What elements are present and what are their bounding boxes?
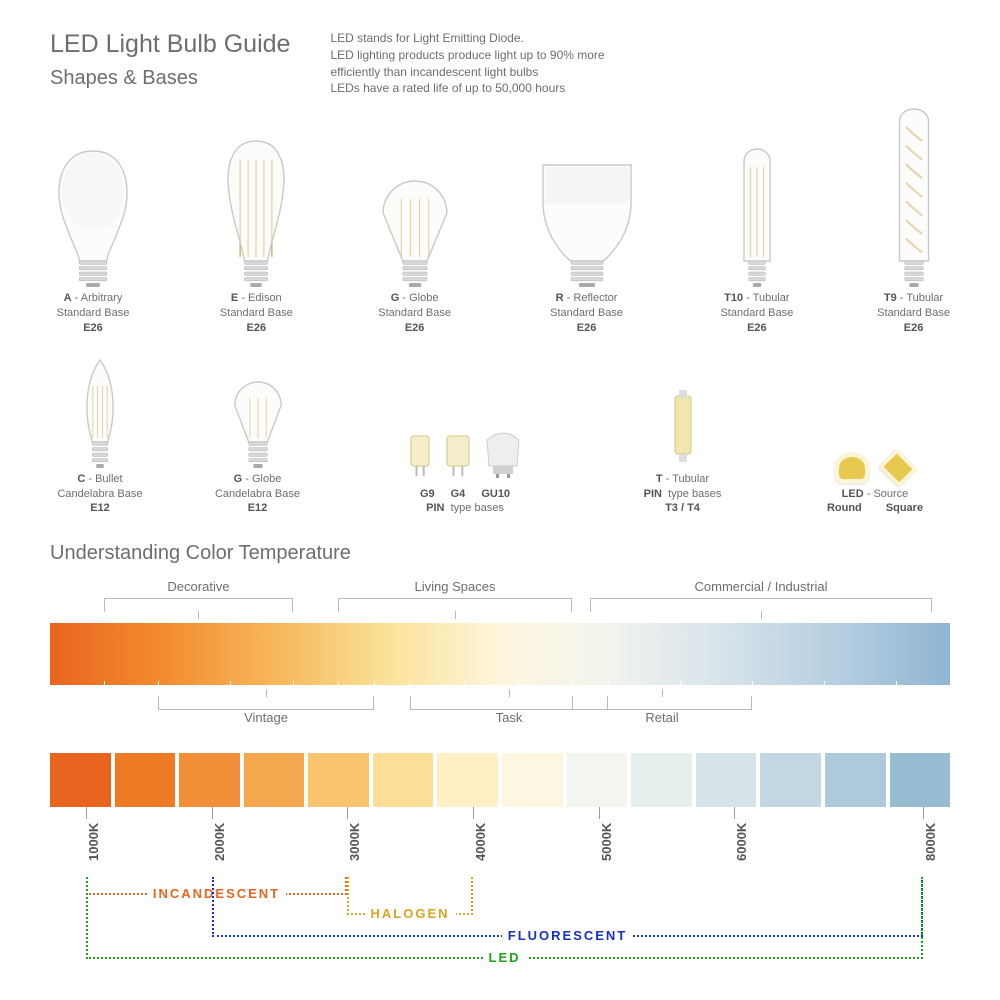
tech-ranges: INCANDESCENTHALOGENFLUORESCENTLED bbox=[50, 877, 950, 977]
led-round-icon bbox=[835, 453, 869, 483]
swatch bbox=[244, 753, 305, 807]
kelvin-label: 1000K bbox=[86, 823, 101, 861]
bulb-label: E - EdisonStandard BaseE26 bbox=[220, 291, 293, 336]
led-square-icon bbox=[879, 448, 917, 486]
bulb-icon bbox=[220, 137, 292, 287]
bulb-label: R - ReflectorStandard BaseE26 bbox=[550, 291, 623, 336]
tech-range: LED bbox=[86, 877, 923, 959]
bulb-label: T10 - TubularStandard BaseE26 bbox=[720, 291, 793, 336]
swatch bbox=[825, 753, 886, 807]
swatch bbox=[437, 753, 498, 807]
kelvin-row: 1000K 2000K 3000K 4000K 5000K 6000K 8000K bbox=[50, 813, 950, 873]
bulb-item: G - GlobeCandelabra BaseE12 bbox=[208, 354, 308, 517]
header: LED Light Bulb Guide Shapes & Bases LED … bbox=[50, 30, 950, 97]
bulb-label: G - GlobeStandard BaseE26 bbox=[378, 291, 451, 336]
kelvin-label: 5000K bbox=[599, 823, 614, 861]
swatch bbox=[50, 753, 111, 807]
gradient-bar bbox=[50, 623, 950, 685]
t-tubular: T - TubularPIN type basesT3 / T4 bbox=[623, 354, 743, 517]
bracket-label: Decorative bbox=[104, 579, 293, 619]
bulb-icon bbox=[229, 378, 287, 468]
bulb-icon bbox=[537, 157, 637, 287]
bulb-icon bbox=[50, 147, 136, 287]
bulb-item: E - EdisonStandard BaseE26 bbox=[220, 105, 293, 336]
top-brackets: Decorative Living Spaces Commercial / Indu… bbox=[50, 579, 950, 623]
bracket-label: Living Spaces bbox=[338, 579, 572, 619]
bulb-item: T9 - TubularStandard BaseE26 bbox=[877, 105, 950, 336]
bulb-icon bbox=[885, 107, 943, 287]
bulb-icon bbox=[76, 358, 124, 468]
description: LED stands for Light Emitting Diode.LED … bbox=[330, 30, 610, 97]
swatch bbox=[567, 753, 628, 807]
bulb-item: R - ReflectorStandard BaseE26 bbox=[537, 105, 637, 336]
kelvin-label: 2000K bbox=[212, 823, 227, 861]
bracket-label: Commercial / Industrial bbox=[590, 579, 932, 619]
kelvin-label: 4000K bbox=[473, 823, 488, 861]
kelvin-label: 8000K bbox=[923, 823, 938, 861]
bulb-label: A - ArbitraryStandard BaseE26 bbox=[57, 291, 130, 336]
swatch bbox=[308, 753, 369, 807]
bottom-brackets: VintageTaskRetail bbox=[50, 689, 950, 735]
color-temp-title: Understanding Color Temperature bbox=[50, 542, 950, 565]
swatch bbox=[179, 753, 240, 807]
bulb-label: T9 - TubularStandard BaseE26 bbox=[877, 291, 950, 336]
led-source: LED - Source RoundSquare bbox=[800, 369, 950, 517]
pin-group: G9G4GU10 PIN type bases bbox=[365, 369, 565, 517]
bracket-label: Vintage bbox=[158, 689, 374, 725]
swatch bbox=[760, 753, 821, 807]
bracket-label: Retail bbox=[572, 689, 752, 725]
bulb-item: C - BulletCandelabra BaseE12 bbox=[50, 354, 150, 517]
bulb-icon bbox=[731, 147, 783, 287]
swatch-bar bbox=[50, 753, 950, 807]
swatch bbox=[631, 753, 692, 807]
pin-labels: G9G4GU10 PIN type bases bbox=[420, 487, 510, 517]
page-title: LED Light Bulb Guide bbox=[50, 30, 290, 59]
kelvin-label: 6000K bbox=[734, 823, 749, 861]
bulbs-row-1: A - ArbitraryStandard BaseE26 E - Edison… bbox=[50, 105, 950, 336]
kelvin-label: 3000K bbox=[347, 823, 362, 861]
subtitle: Shapes & Bases bbox=[50, 67, 290, 90]
swatch bbox=[502, 753, 563, 807]
bulb-item: A - ArbitraryStandard BaseE26 bbox=[50, 105, 136, 336]
swatch bbox=[696, 753, 757, 807]
bulb-label: C - BulletCandelabra BaseE12 bbox=[57, 472, 142, 517]
swatch bbox=[115, 753, 176, 807]
bulb-label: G - GlobeCandelabra BaseE12 bbox=[215, 472, 300, 517]
bulb-item: G - GlobeStandard BaseE26 bbox=[377, 105, 453, 336]
swatch bbox=[890, 753, 951, 807]
swatch bbox=[373, 753, 434, 807]
bulb-item: T10 - TubularStandard BaseE26 bbox=[720, 105, 793, 336]
bulb-icon bbox=[377, 177, 453, 287]
bulbs-row-2: C - BulletCandelabra BaseE12 G - GlobeCa… bbox=[50, 354, 950, 517]
